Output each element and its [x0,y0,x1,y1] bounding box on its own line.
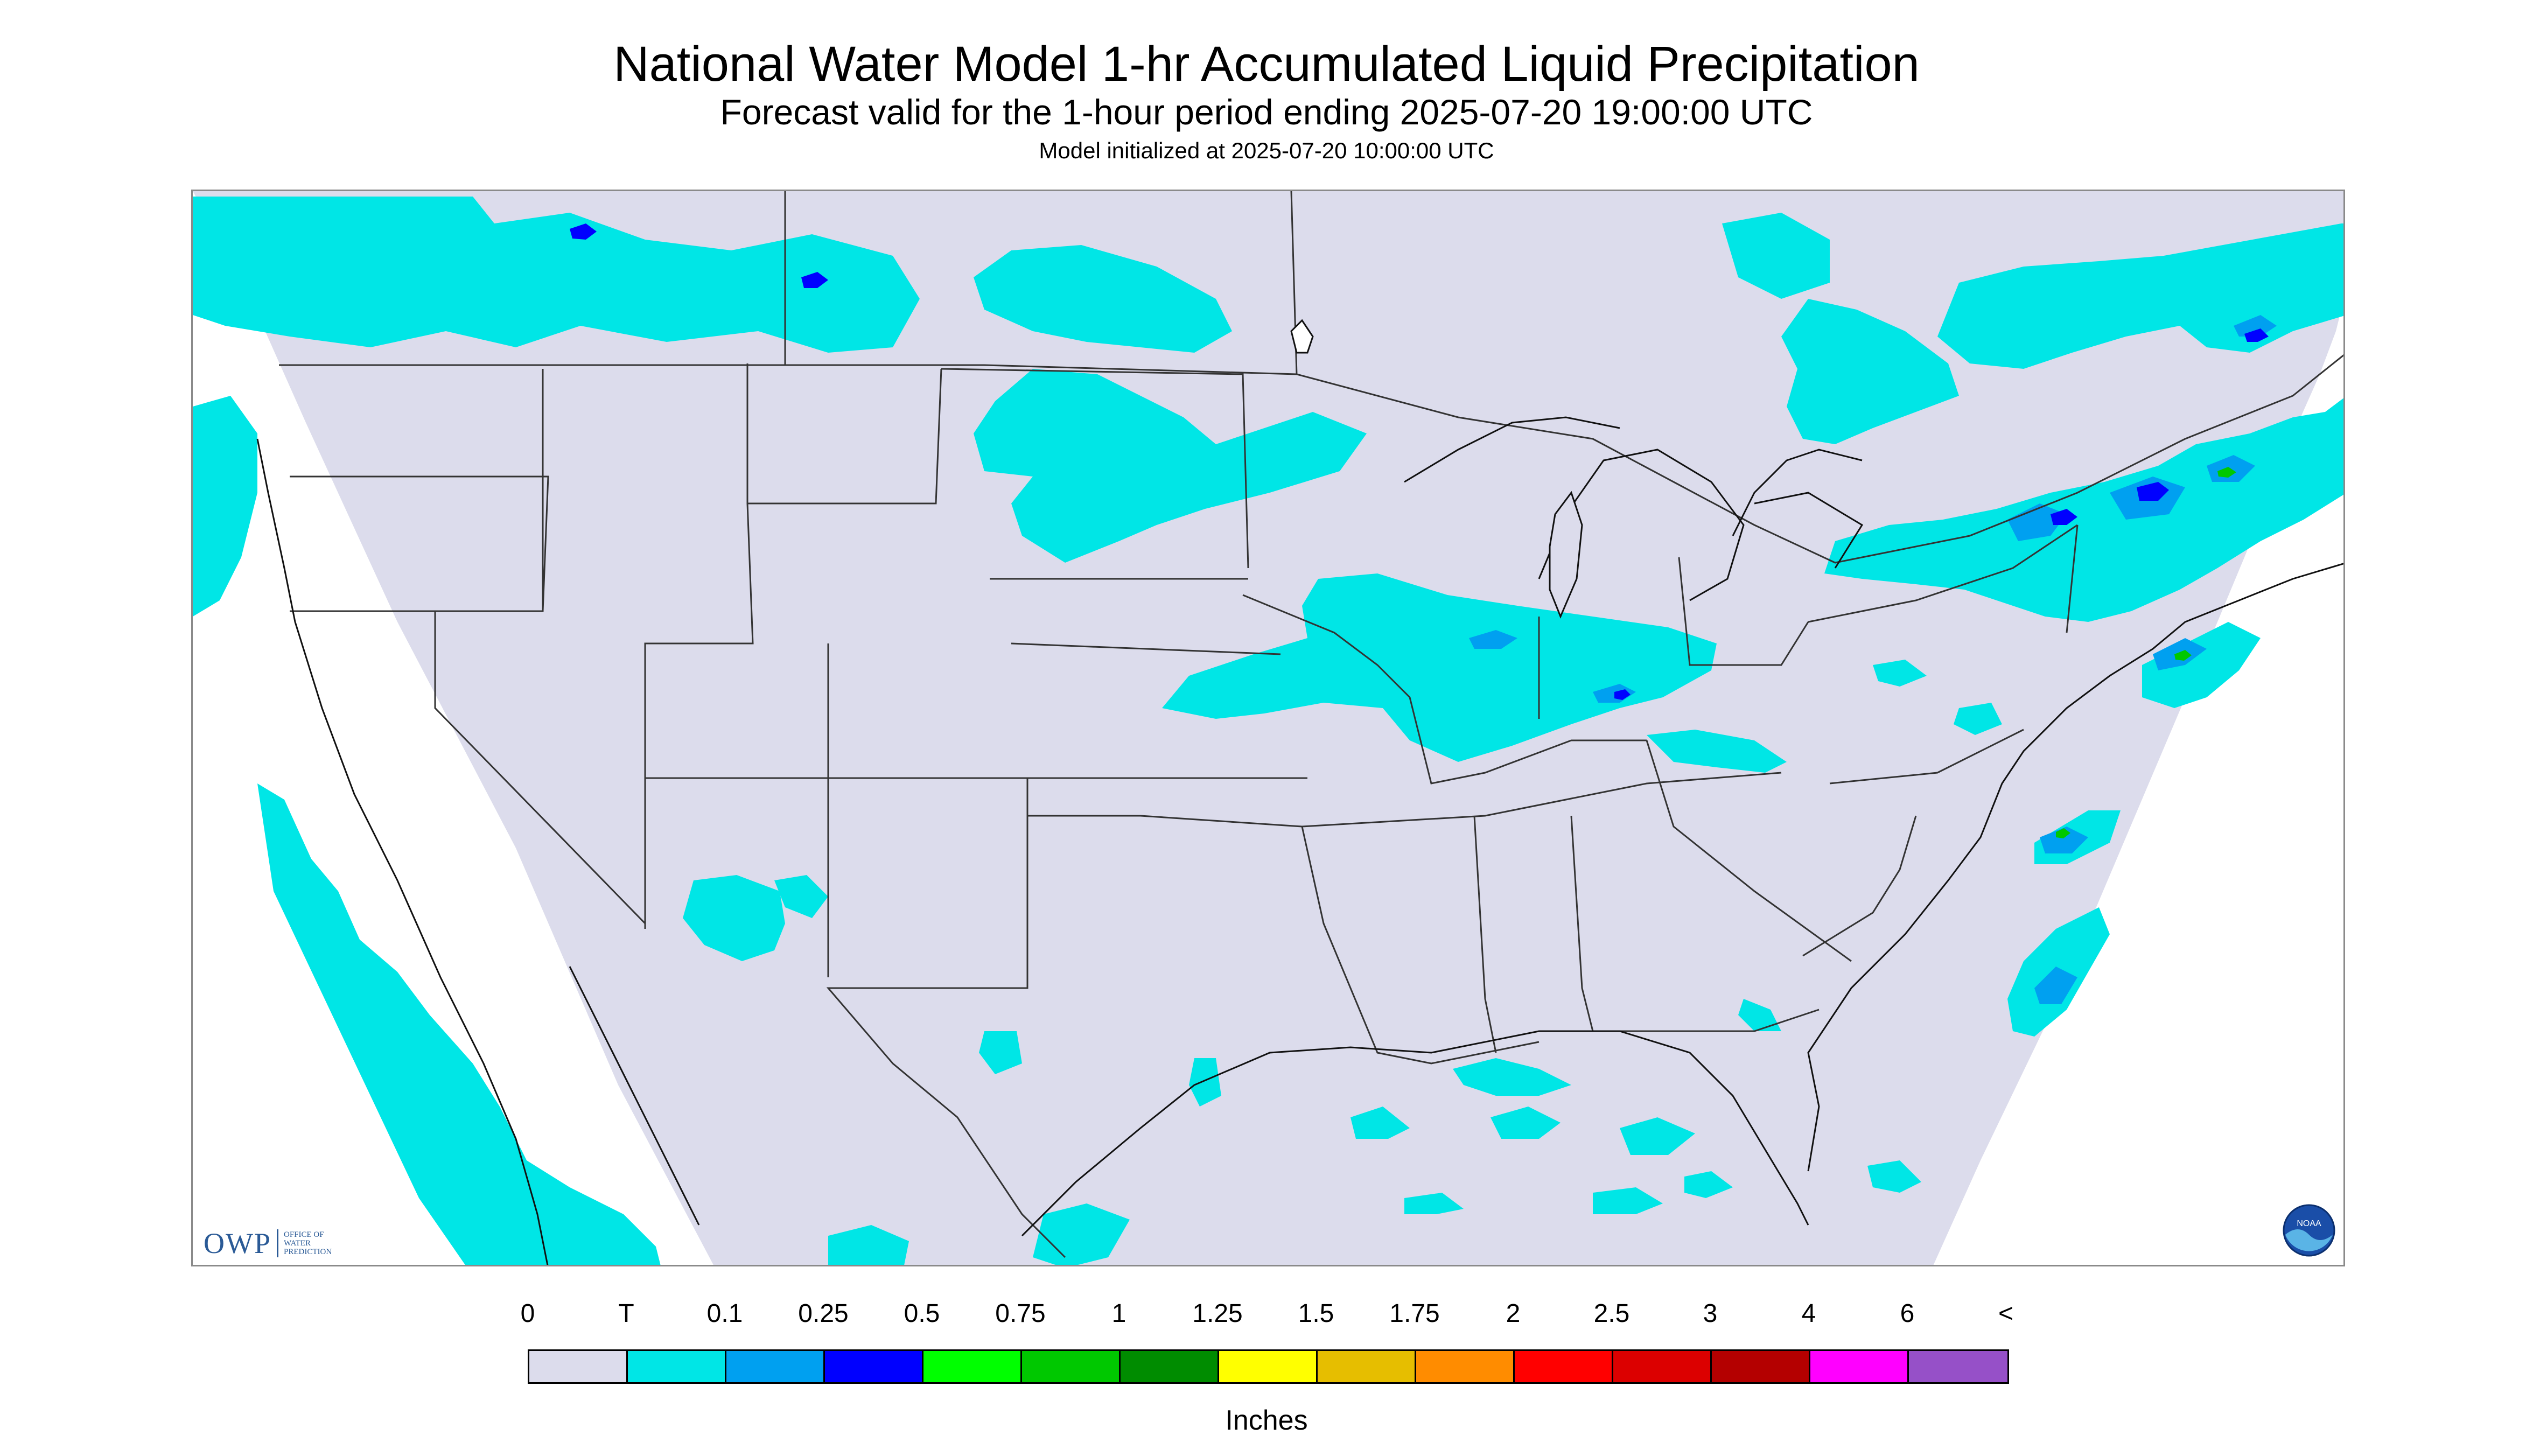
legend-swatch [825,1351,923,1382]
state-boundaries [279,191,2343,1258]
legend-swatch [1022,1351,1121,1382]
coastlines [256,416,2343,1265]
legend-swatch [529,1351,628,1382]
owp-logo-mark: OWP [204,1227,271,1259]
legend-tick-label: 4 [1801,1299,1816,1328]
map-subtitle: Forecast valid for the 1-hour period end… [720,92,1813,132]
legend-swatch [1318,1351,1416,1382]
legend-swatch [1515,1351,1613,1382]
legend-tick-label: 1.25 [1192,1299,1243,1328]
map-title: National Water Model 1-hr Accumulated Li… [613,37,1920,92]
legend-tick-labels: 0 T 0.1 0.25 0.5 0.75 1 1.25 1.5 1.75 2 2.5 3 4 6 < [0,1298,2533,1335]
legend-swatch [1219,1351,1318,1382]
legend-tick-label: 0.25 [798,1299,849,1328]
legend-swatch [1416,1351,1515,1382]
owp-logo-divider [277,1229,278,1257]
legend-unit-label: Inches [1225,1405,1308,1436]
legend-swatch [1613,1351,1712,1382]
legend-swatch [628,1351,726,1382]
legend-tick-label: 6 [1900,1299,1915,1328]
legend-swatch [923,1351,1022,1382]
legend-tick-label: 0.75 [995,1299,1046,1328]
svg-text:NOAA: NOAA [2297,1219,2321,1228]
map-canvas [193,191,2343,1265]
legend-tick-label: 1.5 [1298,1299,1334,1328]
legend-tick-label: 1 [1111,1299,1126,1328]
lake-michigan [1549,491,1583,619]
noaa-logo: NOAA [2283,1204,2335,1257]
lake-winnipeg [1290,319,1314,354]
legend-swatch [1909,1351,2007,1382]
legend-swatch [726,1351,825,1382]
legend-tick-label: 0.1 [706,1299,743,1328]
legend-swatch [1121,1351,1219,1382]
legend-swatch [1810,1351,1909,1382]
legend-swatch [1712,1351,1810,1382]
legend-tick-label: 2.5 [1593,1299,1630,1328]
legend-tick-label: T [618,1299,634,1328]
owp-logo: OWP Office of Water Prediction [204,1226,332,1261]
model-domain [193,191,2343,1265]
model-init-line: Model initialized at 2025-07-20 10:00:00… [1039,138,1494,163]
legend-tick-label: 2 [1506,1299,1521,1328]
legend-tick-label: 0.5 [904,1299,940,1328]
legend-tick-label: < [1998,1299,2014,1328]
precip-heavy-layer [570,223,2277,1004]
precip-color-legend [528,1349,2009,1384]
legend-tick-label: 3 [1703,1299,1718,1328]
owp-logo-text: Office of Water Prediction [284,1230,332,1256]
legend-tick-label: 0 [520,1299,535,1328]
legend-tick-label: 1.75 [1389,1299,1440,1328]
precipitation-map[interactable]: OWP Office of Water Prediction NOAA [191,190,2345,1266]
